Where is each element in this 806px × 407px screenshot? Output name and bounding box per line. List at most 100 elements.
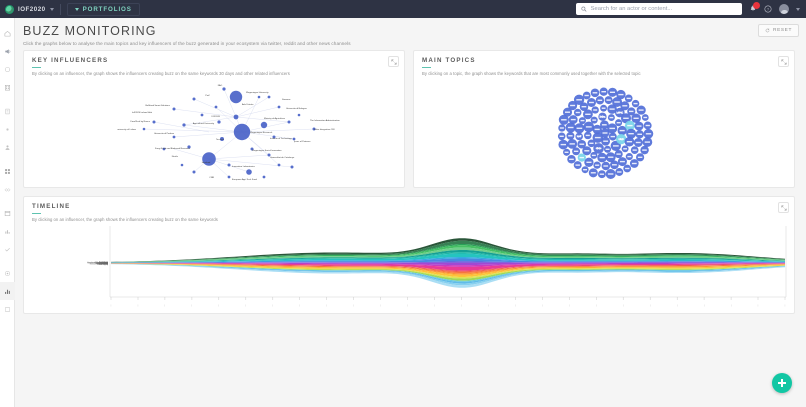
- divider: [59, 3, 61, 15]
- expand-main-topics-button[interactable]: [778, 56, 789, 67]
- topic-node-label-bar: [622, 105, 628, 107]
- stream-band[interactable]: [111, 263, 785, 271]
- network-nodes[interactable]: [142, 87, 316, 179]
- sidebar-item-analytics[interactable]: [0, 222, 15, 240]
- top-bar-right: ?: [576, 2, 806, 15]
- account-menu[interactable]: [779, 4, 789, 14]
- stream-band[interactable]: [111, 253, 785, 263]
- window-icon: [4, 210, 10, 216]
- stream-band[interactable]: [111, 263, 785, 274]
- expand-timeline-button[interactable]: [778, 202, 789, 213]
- stream-band[interactable]: [111, 263, 785, 267]
- x-axis-tick-label: |: [542, 305, 543, 307]
- stream-series-label: IOF2020: [101, 262, 108, 264]
- sidebar-item-announcements[interactable]: [0, 42, 15, 60]
- handshake-icon: [4, 187, 10, 192]
- stream-series-label: Innovation: [99, 262, 108, 265]
- x-axis-tick-label: |: [623, 305, 624, 307]
- reset-button[interactable]: RESET: [758, 24, 799, 37]
- sidebar-item-organisations[interactable]: [0, 78, 15, 96]
- portfolios-button[interactable]: PORTFOLIOS: [66, 2, 140, 16]
- influencer-network-svg[interactable]: FAO Wageningen University PwC Siemens Be…: [24, 77, 404, 187]
- svg-text:European Agri-Tech Fund: European Agri-Tech Fund: [232, 178, 258, 181]
- topic-node-label-bar: [569, 143, 575, 145]
- stream-series-label: IPCC: [103, 262, 108, 264]
- search-input[interactable]: [590, 6, 737, 12]
- stream-series-label: Food supply: [98, 264, 108, 266]
- sidebar-item-workspace[interactable]: [0, 204, 15, 222]
- svg-text:Universita di Padova: Universita di Padova: [154, 132, 175, 135]
- notifications-button[interactable]: [749, 2, 760, 13]
- svg-text:Bellifood Smart Solutions: Bellifood Smart Solutions: [146, 104, 171, 107]
- stream-series-label: Combined Nomenclature: [87, 261, 108, 264]
- sidebar-item-tasks[interactable]: [0, 240, 15, 258]
- top-bar: IOF2020 PORTFOLIOS: [0, 0, 806, 18]
- brand-name: IOF2020: [18, 5, 46, 13]
- chevron-down-icon[interactable]: [796, 7, 800, 11]
- topic-node-label-bar: [570, 104, 576, 107]
- svg-text:Fungi Food and Biobased Resear: Fungi Food and Biobased Research: [155, 147, 191, 150]
- sidebar-item-home[interactable]: [0, 24, 15, 42]
- x-axis-tick-label: |: [785, 305, 786, 307]
- add-button[interactable]: [772, 373, 792, 393]
- svg-text:PwC: PwC: [205, 95, 210, 97]
- stream-band[interactable]: [111, 247, 785, 263]
- sidebar-item-documents[interactable]: [0, 102, 15, 120]
- topic-node-label: AI: [619, 137, 622, 141]
- sidebar-item-buzz-monitoring[interactable]: [0, 282, 15, 300]
- sidebar-item-dot[interactable]: [0, 120, 15, 138]
- main-topics-header: MAIN TOPICS By clicking on a topic, the …: [414, 51, 794, 76]
- search-box[interactable]: [576, 3, 742, 15]
- topic-node-label-bar: [638, 109, 644, 111]
- stream-bands[interactable]: [111, 238, 785, 288]
- topic-node-label-bar: [594, 136, 601, 139]
- x-axis-tick-label: |: [299, 305, 300, 307]
- timeline-graph[interactable]: Agriculture Brexit Climate Change Combined …: [24, 223, 794, 313]
- sidebar-item-targets[interactable]: [0, 264, 15, 282]
- topic-node-label-bar: [599, 156, 605, 159]
- network-links: [143, 88, 315, 178]
- stream-band[interactable]: [111, 256, 785, 263]
- topic-node-label-bar: [608, 156, 614, 158]
- svg-text:Universita di Bologna: Universita di Bologna: [286, 107, 307, 110]
- svg-text:Innofood: Innofood: [202, 162, 211, 164]
- topic-node-label-bar: [570, 118, 576, 121]
- stream-band[interactable]: [111, 261, 785, 263]
- topic-node-label-bar: [576, 99, 582, 101]
- stream-band[interactable]: [111, 258, 785, 263]
- brand-block[interactable]: IOF2020: [0, 4, 54, 14]
- chevron-down-icon[interactable]: [49, 7, 54, 11]
- sidebar-item-resources[interactable]: [0, 300, 15, 318]
- topic-node-label-bar: [579, 143, 585, 145]
- main-topics-card: MAIN TOPICS By clicking on a topic, the …: [413, 50, 795, 188]
- topic-node-label-bar: [575, 164, 580, 166]
- svg-text:Institute of Technology: Institute of Technology: [270, 137, 293, 140]
- x-axis-tick-label: |: [246, 305, 247, 307]
- stream-band[interactable]: [111, 240, 785, 263]
- help-button[interactable]: ?: [764, 5, 772, 13]
- topic-node-label-bar: [599, 173, 604, 175]
- sidebar-item-partnerships[interactable]: [0, 180, 15, 198]
- topic-nodes[interactable]: [557, 87, 654, 179]
- stream-band[interactable]: [111, 263, 785, 277]
- key-influencers-graph[interactable]: FAO Wageningen University PwC Siemens Be…: [24, 77, 404, 187]
- svg-text:Kilvio Integration CRI: Kilvio Integration CRI: [314, 128, 335, 131]
- stream-band[interactable]: [111, 263, 785, 273]
- topic-node-label-bar: [633, 117, 639, 119]
- topic-node-label: 5Gs: [599, 115, 606, 119]
- topics-bubble-svg[interactable]: AI IoT 5G 5Gs UPC: [414, 77, 794, 187]
- stream-band[interactable]: [111, 263, 785, 272]
- stream-band[interactable]: [111, 262, 785, 266]
- card-subtitle: By clicking on an influencer, the graph …: [32, 70, 290, 76]
- stream-band[interactable]: [111, 249, 785, 263]
- x-axis-ticks: | | | | | | | | | | | | | | | | | | | | | | | | | |: [110, 297, 786, 307]
- expand-key-influencers-button[interactable]: [388, 56, 399, 67]
- main-topics-graph[interactable]: AI IoT 5G 5Gs UPC: [414, 77, 794, 187]
- topic-node-label: UPC: [616, 111, 624, 115]
- sidebar-item-circle[interactable]: [0, 60, 15, 78]
- sidebar-item-grid[interactable]: [0, 162, 15, 180]
- chevron-down-icon: [74, 7, 79, 11]
- sidebar-item-people[interactable]: [0, 138, 15, 156]
